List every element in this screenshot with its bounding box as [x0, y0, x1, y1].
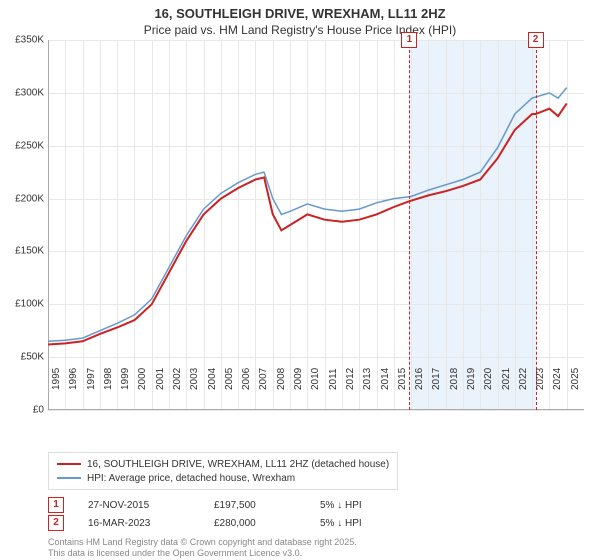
legend-swatch	[57, 477, 81, 479]
xtick-label: 2023	[535, 368, 546, 390]
xtick-label: 2003	[189, 368, 200, 390]
xtick-label: 2000	[137, 368, 148, 390]
xtick-label: 1995	[51, 368, 62, 390]
chart-container: 16, SOUTHLEIGH DRIVE, WREXHAM, LL11 2HZ …	[0, 0, 600, 560]
footer-attribution: Contains HM Land Registry data © Crown c…	[48, 537, 357, 558]
sale-index-box: 2	[48, 515, 64, 531]
sale-date: 27-NOV-2015	[88, 500, 208, 511]
ytick-label: £250K	[0, 140, 44, 151]
xtick-label: 2007	[258, 368, 269, 390]
xtick-label: 2005	[224, 368, 235, 390]
xtick-label: 2009	[293, 368, 304, 390]
xtick-label: 2012	[345, 368, 356, 390]
ytick-label: £200K	[0, 193, 44, 204]
xtick-label: 2008	[276, 368, 287, 390]
xtick-label: 2024	[552, 368, 563, 390]
sale-marker-line	[536, 40, 537, 410]
series-price_paid	[48, 103, 567, 344]
ytick-label: £0	[0, 405, 44, 416]
legend-swatch	[57, 463, 81, 465]
xtick-label: 1998	[103, 368, 114, 390]
xtick-label: 2025	[570, 368, 581, 390]
sale-price: £280,000	[214, 518, 314, 529]
title-line2: Price paid vs. HM Land Registry's House …	[0, 21, 600, 37]
xtick-label: 2021	[501, 368, 512, 390]
sale-marker-box: 1	[401, 32, 417, 48]
ytick-label: £150K	[0, 246, 44, 257]
xtick-label: 2014	[380, 368, 391, 390]
xtick-label: 2019	[466, 368, 477, 390]
sale-delta: 5% ↓ HPI	[320, 500, 440, 511]
ytick-label: £50K	[0, 352, 44, 363]
ytick-label: £300K	[0, 87, 44, 98]
sale-row: 1 27-NOV-2015 £197,500 5% ↓ HPI	[48, 496, 440, 514]
xtick-label: 2016	[414, 368, 425, 390]
xtick-label: 2011	[328, 368, 339, 390]
footer-line1: Contains HM Land Registry data © Crown c…	[48, 537, 357, 547]
line-series	[48, 40, 584, 410]
xtick-label: 2017	[431, 368, 442, 390]
sale-marker-line	[409, 40, 410, 410]
xtick-label: 2001	[155, 368, 166, 390]
legend-label: 16, SOUTHLEIGH DRIVE, WREXHAM, LL11 2HZ …	[87, 459, 389, 470]
title-line1: 16, SOUTHLEIGH DRIVE, WREXHAM, LL11 2HZ	[0, 0, 600, 21]
sales-table: 1 27-NOV-2015 £197,500 5% ↓ HPI 2 16-MAR-2023…	[48, 496, 440, 532]
chart-area: 12	[48, 40, 584, 410]
xtick-label: 2006	[241, 368, 252, 390]
xtick-label: 2004	[207, 368, 218, 390]
xtick-label: 2010	[310, 368, 321, 390]
xtick-label: 2022	[518, 368, 529, 390]
xtick-label: 2015	[397, 368, 408, 390]
xtick-label: 1997	[86, 368, 97, 390]
legend-row: 16, SOUTHLEIGH DRIVE, WREXHAM, LL11 2HZ …	[57, 457, 389, 471]
sale-index-box: 1	[48, 497, 64, 513]
sale-date: 16-MAR-2023	[88, 518, 208, 529]
sale-marker-box: 2	[528, 32, 544, 48]
xtick-label: 2013	[362, 368, 373, 390]
ytick-label: £350K	[0, 35, 44, 46]
ytick-label: £100K	[0, 299, 44, 310]
xtick-label: 2018	[449, 368, 460, 390]
legend-label: HPI: Average price, detached house, Wrex…	[87, 473, 295, 484]
footer-line2: This data is licensed under the Open Gov…	[48, 548, 357, 558]
legend-row: HPI: Average price, detached house, Wrex…	[57, 471, 389, 485]
xtick-label: 2020	[483, 368, 494, 390]
xtick-label: 1999	[120, 368, 131, 390]
sale-row: 2 16-MAR-2023 £280,000 5% ↓ HPI	[48, 514, 440, 532]
xtick-label: 1996	[68, 368, 79, 390]
legend: 16, SOUTHLEIGH DRIVE, WREXHAM, LL11 2HZ …	[48, 452, 398, 490]
sale-delta: 5% ↓ HPI	[320, 518, 440, 529]
sale-price: £197,500	[214, 500, 314, 511]
xtick-label: 2002	[172, 368, 183, 390]
